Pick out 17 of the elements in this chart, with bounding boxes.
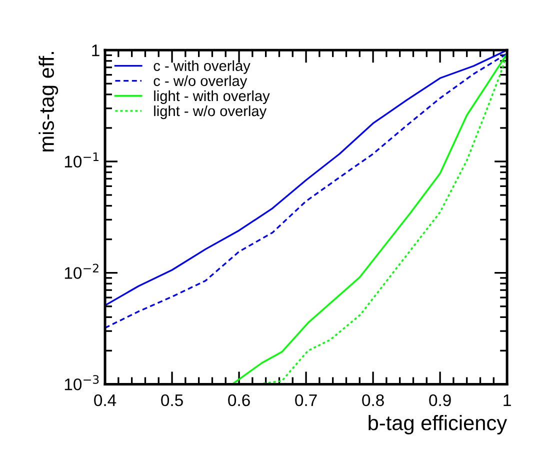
y-tick-label: 10$^{−1}$: [64, 152, 98, 168]
x-axis-title: b-tag efficiency: [368, 415, 508, 434]
x-tick-label: 0.8: [362, 394, 384, 406]
y-tick-label: 10$^{−2}$: [64, 264, 98, 279]
y-axis-title: mis-tag eff.: [38, 52, 58, 152]
y-tick-label: 10$^{−3}$: [64, 375, 99, 390]
x-tick-label: 0.6: [228, 394, 250, 406]
legend-label: c - w/o overlay: [154, 75, 248, 89]
y-tick-label: 1: [92, 44, 100, 56]
x-tick-label: 0.9: [429, 394, 451, 406]
x-tick-label: 0.7: [295, 394, 317, 406]
x-tick-label: 1: [504, 394, 511, 406]
legend-label: light - w/o overlay: [154, 105, 267, 120]
legend-label: light - with overlay: [154, 90, 270, 104]
legend-label: c - with overlay: [154, 60, 250, 74]
x-tick-label: 0.4: [94, 394, 116, 406]
x-tick-label: 0.5: [161, 394, 183, 406]
